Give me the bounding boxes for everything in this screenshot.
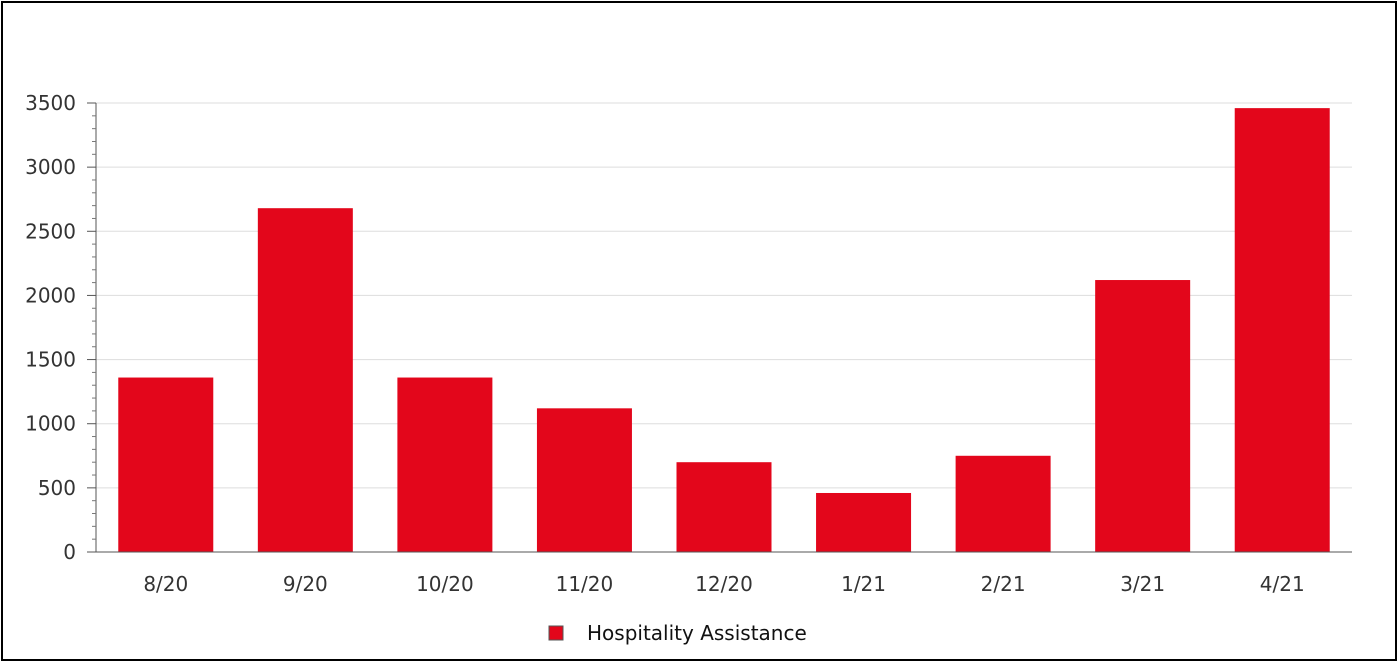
y-tick-label: 2000	[25, 283, 76, 307]
y-tick-label: 3000	[25, 155, 76, 179]
bar	[118, 377, 214, 552]
y-tick-label: 0	[63, 540, 76, 564]
legend-label: Hospitality Assistance	[587, 621, 807, 645]
y-tick-label: 1500	[25, 348, 76, 372]
x-tick-label: 10/20	[416, 572, 474, 596]
bar	[676, 462, 772, 552]
legend: Hospitality Assistance	[548, 621, 807, 645]
x-tick-label: 4/21	[1260, 572, 1305, 596]
x-tick-label: 8/20	[143, 572, 188, 596]
y-axis-ticks: 0 500 1000 1500 2000 2500 3000 3500	[25, 91, 96, 564]
bar	[536, 408, 632, 552]
y-tick-label: 500	[38, 476, 76, 500]
bar	[397, 377, 493, 552]
x-tick-label: 3/21	[1120, 572, 1165, 596]
x-tick-label: 1/21	[841, 572, 886, 596]
y-tick-label: 3500	[25, 91, 76, 115]
bar	[1234, 108, 1330, 552]
bar	[257, 208, 353, 553]
y-tick-label: 2500	[25, 219, 76, 243]
bar	[1095, 280, 1191, 552]
x-tick-label: 12/20	[695, 572, 753, 596]
x-axis-ticks: 8/20 9/20 10/20 11/20 12/20 1/21 2/21 3/21 4/21	[143, 572, 1304, 596]
axes	[95, 103, 1352, 553]
x-tick-label: 11/20	[556, 572, 614, 596]
bar	[955, 455, 1051, 552]
bars	[118, 108, 1330, 553]
bar	[816, 492, 912, 552]
x-tick-label: 2/21	[981, 572, 1026, 596]
x-tick-label: 9/20	[283, 572, 328, 596]
legend-swatch	[548, 625, 564, 641]
y-tick-label: 1000	[25, 412, 76, 436]
